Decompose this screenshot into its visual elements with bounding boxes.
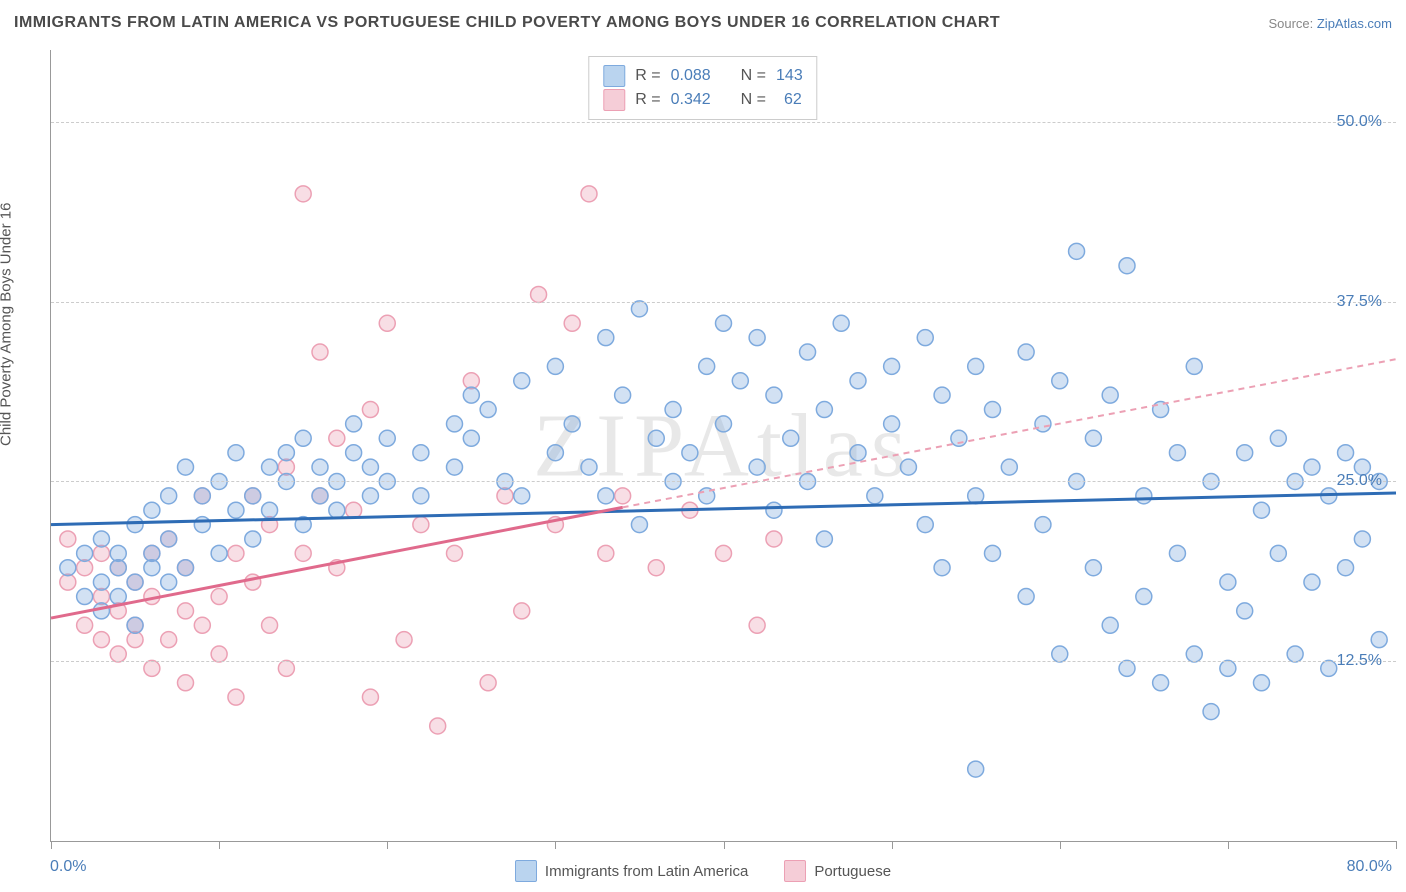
series-1-n-value: 143 [776, 67, 803, 85]
n-label: N = [741, 91, 766, 109]
x-axis-max-label: 80.0% [1347, 858, 1392, 876]
series-1-swatch-icon [515, 860, 537, 882]
y-tick-label: 12.5% [1337, 652, 1382, 670]
series-legend: Immigrants from Latin America Portuguese [0, 860, 1406, 882]
scatter-svg [51, 50, 1396, 841]
legend-row-series-2: R = 0.342 N = 62 [603, 89, 802, 111]
source-prefix: Source: [1268, 16, 1316, 31]
series-2-swatch-icon [603, 89, 625, 111]
correlation-legend: R = 0.088 N = 143 R = 0.342 N = 62 [588, 56, 817, 120]
series-1-swatch-icon [603, 65, 625, 87]
legend-item-series-2: Portuguese [784, 860, 891, 882]
y-tick-label: 50.0% [1337, 113, 1382, 131]
y-tick-label: 37.5% [1337, 293, 1382, 311]
series-1-name: Immigrants from Latin America [545, 863, 748, 880]
plot-area: ZIPAtlas 12.5%25.0%37.5%50.0% [50, 50, 1396, 842]
series-1-r-value: 0.088 [671, 67, 711, 85]
y-tick-label: 25.0% [1337, 472, 1382, 490]
series-2-swatch-icon [784, 860, 806, 882]
r-label: R = [635, 91, 660, 109]
series-2-r-value: 0.342 [671, 91, 711, 109]
source-link[interactable]: ZipAtlas.com [1317, 16, 1392, 31]
legend-row-series-1: R = 0.088 N = 143 [603, 65, 802, 87]
chart-container: IMMIGRANTS FROM LATIN AMERICA VS PORTUGU… [0, 0, 1406, 892]
n-label: N = [741, 67, 766, 85]
source-attribution: Source: ZipAtlas.com [1268, 16, 1392, 31]
legend-item-series-1: Immigrants from Latin America [515, 860, 748, 882]
series-2-name: Portuguese [814, 863, 891, 880]
chart-title: IMMIGRANTS FROM LATIN AMERICA VS PORTUGU… [14, 14, 1000, 32]
x-axis-min-label: 0.0% [50, 858, 86, 876]
series-2-n-value: 62 [776, 91, 802, 109]
y-axis-label: Child Poverty Among Boys Under 16 [0, 203, 15, 446]
r-label: R = [635, 67, 660, 85]
